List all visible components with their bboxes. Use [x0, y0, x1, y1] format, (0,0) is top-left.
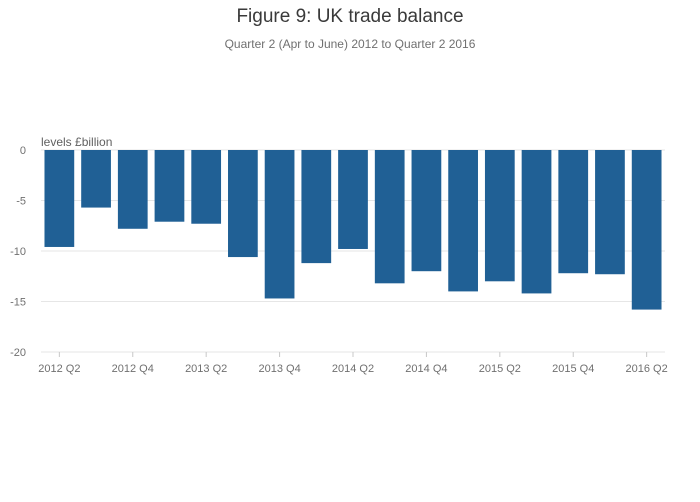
- x-tick-label: 2014 Q2: [332, 363, 374, 375]
- x-tick-label: 2012 Q4: [112, 363, 154, 375]
- bar-2015-q1: [448, 150, 478, 292]
- bar-2013-q2: [191, 150, 222, 224]
- x-tick-label: 2015 Q4: [552, 363, 594, 375]
- bar-2012-q3: [81, 150, 111, 208]
- y-tick-label: -5: [16, 196, 26, 208]
- bars: [44, 150, 662, 310]
- bar-2014-q2: [338, 150, 368, 249]
- bar-2013-q4: [264, 150, 295, 299]
- bar-2014-q3: [374, 150, 405, 284]
- bar-2016-q1: [595, 150, 625, 275]
- chart-subtitle: Quarter 2 (Apr to June) 2012 to Quarter …: [224, 37, 476, 51]
- bar-2013-q3: [228, 150, 258, 258]
- chart-title: Figure 9: UK trade balance: [236, 6, 464, 27]
- bar-2015-q2: [484, 150, 515, 282]
- x-tick-label: 2013 Q4: [258, 363, 300, 375]
- bar-2012-q2: [44, 150, 75, 247]
- bar-2014-q1: [301, 150, 332, 264]
- bar-2015-q3: [521, 150, 552, 294]
- bar-2013-q1: [154, 150, 185, 222]
- x-tick-label: 2015 Q2: [479, 363, 521, 375]
- y-tick-label: 0: [20, 145, 26, 157]
- y-axis-label: levels £billion: [41, 135, 112, 149]
- bar-2015-q4: [558, 150, 589, 274]
- x-tick-label: 2016 Q2: [626, 363, 668, 375]
- bar-2016-q2: [631, 150, 662, 310]
- y-tick-label: -15: [10, 297, 26, 309]
- y-tick-label: -20: [10, 347, 26, 359]
- bar-2012-q4: [117, 150, 148, 229]
- x-tick-label: 2012 Q2: [38, 363, 80, 375]
- x-tick-label: 2014 Q4: [405, 363, 447, 375]
- axes: 0 -5 -10 -15 -20 2012 Q2 2012 Q4 2013 Q2 2013 Q4…: [10, 145, 668, 375]
- x-tick-label: 2013 Q2: [185, 363, 227, 375]
- bar-2014-q4: [411, 150, 442, 272]
- y-tick-label: -10: [10, 246, 26, 258]
